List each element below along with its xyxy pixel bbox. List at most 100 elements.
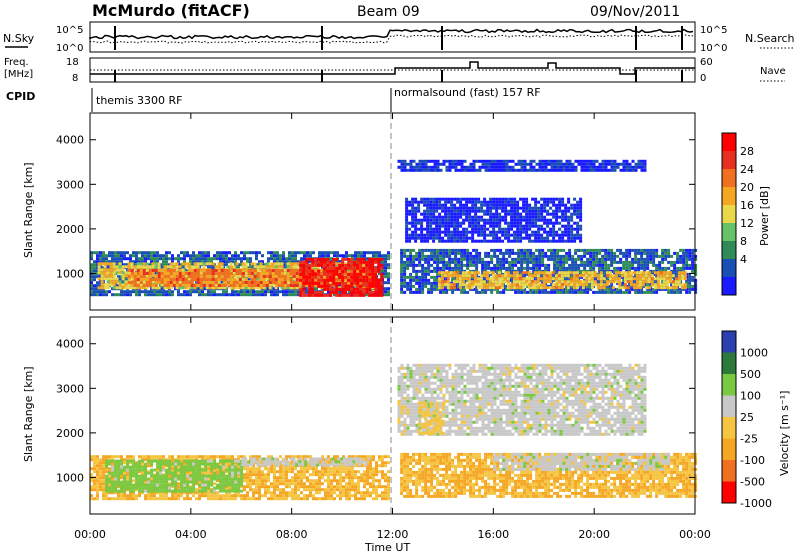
power-cell-r7	[423, 203, 427, 207]
power-cell-r3	[308, 281, 312, 285]
power-cell-r4	[469, 287, 473, 291]
power-cell-r4	[556, 257, 560, 261]
power-cell-r7	[414, 200, 418, 204]
power-cell-r5	[509, 283, 513, 287]
power-cell-r3	[323, 293, 327, 297]
power-cell-r4	[655, 251, 659, 255]
power-cell-r1	[244, 262, 248, 266]
power-cell-r5	[536, 271, 540, 275]
power-cell-r0	[207, 293, 210, 297]
power-cell-r6	[463, 159, 467, 163]
power-cell-r0	[333, 293, 336, 297]
power-cell-r4	[604, 290, 608, 294]
power-cell-r6	[454, 165, 458, 169]
power-cell-r4	[523, 251, 527, 255]
cpid-label: CPID	[6, 90, 35, 103]
power-cell-r4	[526, 272, 530, 276]
power-cell-r4	[691, 248, 695, 252]
power-cell-r4	[412, 275, 416, 279]
power-cell-r4	[589, 248, 593, 252]
freq-line	[90, 61, 695, 75]
power-cell-r4	[553, 290, 557, 294]
power-cell-r4	[421, 254, 425, 258]
power-cell-r5	[530, 280, 534, 284]
power-cell-r0	[144, 251, 147, 255]
power-cell-r1	[247, 286, 251, 290]
power-cell-r4	[664, 287, 668, 291]
power-cell-r4	[574, 266, 578, 270]
power-cell-r0	[273, 257, 276, 261]
power-cell-r4	[463, 254, 467, 258]
power-cell-r2	[274, 281, 278, 284]
power-cell-r0	[141, 254, 144, 258]
power-cell-r0	[123, 281, 126, 285]
power-cell-r6	[511, 168, 515, 172]
power-cell-r4	[544, 290, 548, 294]
power-cell-r0	[339, 290, 342, 294]
power-cell-r6	[643, 165, 647, 169]
power-cell-r6	[544, 165, 548, 169]
power-cell-r4	[520, 269, 524, 273]
power-cell-r0	[99, 275, 102, 279]
power-cell-r1	[130, 286, 134, 290]
power-cell-r7	[453, 227, 457, 231]
power-cell-r7	[438, 203, 442, 207]
power-cell-r4	[556, 269, 560, 273]
power-cell-r4	[634, 257, 638, 261]
power-cell-r0	[279, 260, 282, 264]
power-cell-r2	[157, 275, 161, 278]
power-cell-r4	[691, 260, 695, 264]
power-cell-r2	[193, 275, 197, 278]
power-cell-r4	[454, 257, 458, 261]
power-cell-r0	[384, 281, 387, 285]
power-cell-r0	[291, 290, 294, 294]
power-cell-r0	[360, 251, 363, 255]
power-cell-r2	[202, 284, 206, 287]
power-cell-r0	[165, 290, 168, 294]
power-cell-r2	[247, 284, 251, 287]
power-cell-r4	[643, 266, 647, 270]
power-cell-r4	[457, 284, 461, 288]
power-cell-r3	[320, 293, 324, 297]
power-cell-r2	[187, 269, 191, 272]
power-cell-r4	[451, 290, 455, 294]
power-cell-r2	[154, 281, 158, 284]
power-cell-r7	[468, 221, 472, 225]
power-cell-r4	[523, 272, 527, 276]
power-cell-r7	[423, 209, 427, 213]
power-cell-r7	[474, 197, 478, 201]
power-cell-r1	[100, 268, 104, 272]
power-cell-r7	[471, 230, 475, 234]
power-cell-r2	[211, 272, 215, 275]
power-cell-r5	[599, 271, 603, 275]
power-cell-r4	[430, 257, 434, 261]
power-cell-r6	[562, 162, 566, 166]
power-cell-r5	[503, 274, 507, 278]
power-cell-r5	[467, 271, 471, 275]
power-cell-r7	[408, 212, 412, 216]
power-cell-r4	[490, 266, 494, 270]
power-cell-r0	[90, 275, 93, 279]
power-cell-r6	[580, 162, 584, 166]
power-cell-r7	[459, 209, 463, 213]
power-cell-r4	[682, 263, 686, 267]
power-cell-r5	[668, 271, 672, 275]
power-cell-r3	[338, 281, 342, 285]
power-cell-r3	[311, 263, 315, 267]
power-cell-r7	[429, 212, 433, 216]
power-cell-r5	[665, 286, 669, 290]
power-cell-r1	[190, 286, 194, 290]
power-cell-r2	[148, 275, 152, 278]
power-cell-r6	[433, 168, 437, 172]
power-cell-r0	[282, 254, 285, 258]
power-cell-r2	[205, 281, 209, 284]
power-cell-r5	[638, 286, 642, 290]
power-cell-r0	[237, 266, 240, 270]
power-cell-r2	[313, 269, 317, 272]
power-cell-r0	[231, 257, 234, 261]
power-cell-r4	[586, 257, 590, 261]
power-cell-r6	[484, 168, 488, 172]
power-cell-r4	[457, 281, 461, 285]
power-cell-r0	[249, 260, 252, 264]
power-cell-r4	[526, 248, 530, 252]
